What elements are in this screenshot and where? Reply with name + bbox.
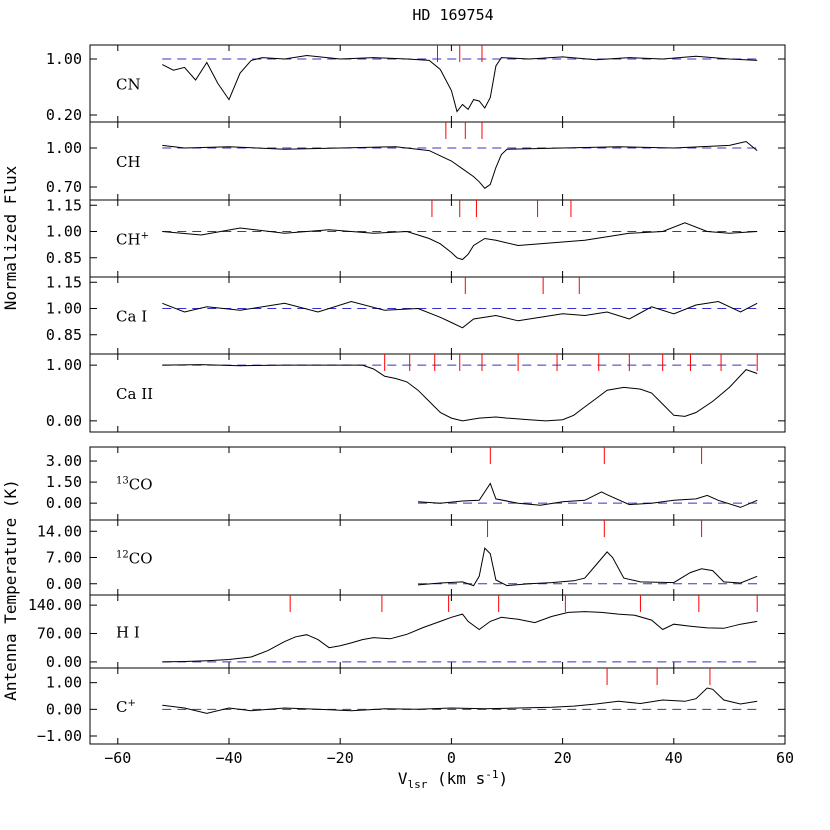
y-tick-label: 0.20 xyxy=(46,106,82,124)
y-tick-label: 1.00 xyxy=(46,674,82,692)
panel: 0.00 7.00 14.00 12CO xyxy=(37,519,786,596)
spectrum-line xyxy=(162,140,758,189)
spectrum-line xyxy=(162,611,758,663)
panel: −1.00 0.00 1.00 C+ xyxy=(37,667,786,745)
panels: 0.201.00CN0.701.00CH0.851.001.15CH+0.851… xyxy=(28,44,786,745)
spectrum-line xyxy=(162,364,758,422)
y-tick-label: 0.00 xyxy=(46,494,82,512)
chart-title: HD 169754 xyxy=(412,6,493,24)
panel: 0.20 1.00 CN xyxy=(46,44,786,124)
y-tick-label: 7.00 xyxy=(46,549,82,567)
panel: 0.70 1.00 CH xyxy=(46,121,786,201)
panel: 0.00 70.00 140.00 H I xyxy=(28,594,786,671)
y-tick-label: 0.85 xyxy=(46,326,82,344)
panel-label: CH+ xyxy=(116,231,149,249)
x-tick-label: −20 xyxy=(327,749,354,767)
x-axis-title-unit: (km s xyxy=(427,769,485,788)
spectrum-line xyxy=(417,482,758,508)
x-tick-label: 20 xyxy=(554,749,572,767)
label-superscript: + xyxy=(141,231,149,242)
panel-frame xyxy=(89,276,786,355)
y-tick-label: 1.00 xyxy=(46,356,82,374)
panel-frame xyxy=(89,594,786,669)
y-tick-label: 14.00 xyxy=(37,522,82,540)
panel-label: Ca I xyxy=(116,308,147,326)
x-tick-label: 40 xyxy=(665,749,683,767)
y-tick-label: 0.00 xyxy=(46,412,82,430)
panel-label: Ca II xyxy=(116,385,153,403)
panel-frame xyxy=(89,199,786,278)
panel: 0.00 1.00 Ca II xyxy=(46,353,786,433)
y-tick-label: 1.15 xyxy=(46,273,82,291)
y-tick-label: 0.85 xyxy=(46,249,82,267)
panel-label: 13CO xyxy=(116,476,153,494)
y-tick-label: −1.00 xyxy=(37,727,82,745)
x-tick-label: 0 xyxy=(447,749,456,767)
panel-frame xyxy=(89,121,786,201)
panel-frame xyxy=(89,667,786,745)
y-axis-title-normalized-flux: Normalized Flux xyxy=(1,165,20,310)
y-tick-label: 3.00 xyxy=(46,452,82,470)
panel-label: C+ xyxy=(116,698,136,716)
spectrum-line xyxy=(162,300,758,329)
panel-label: H I xyxy=(116,624,140,642)
y-tick-label: 1.00 xyxy=(46,139,82,157)
panel-frame xyxy=(89,353,786,433)
spectrum-line xyxy=(162,54,758,113)
x-tick-label: −40 xyxy=(215,749,242,767)
panel: 0.00 1.50 3.00 13CO xyxy=(46,446,786,521)
spectrum-line xyxy=(417,547,758,587)
panel-frame xyxy=(89,446,786,521)
x-tick-label: −60 xyxy=(104,749,131,767)
y-tick-label: 1.50 xyxy=(46,473,82,491)
panel: 0.85 1.00 1.15 CH+ xyxy=(46,196,786,278)
label-species: CO xyxy=(129,476,153,494)
y-tick-label: 0.70 xyxy=(46,178,82,196)
label-species: CH xyxy=(116,231,141,249)
x-axis: −60 −40 −20 0 20 40 60 xyxy=(104,749,794,767)
label-superscript: 13 xyxy=(116,476,129,487)
label-species: CO xyxy=(129,550,153,568)
x-axis-title-close: ) xyxy=(498,769,508,788)
x-axis-title-subscript: lsr xyxy=(408,778,428,791)
panel-label: 12CO xyxy=(116,550,153,568)
label-species: C xyxy=(116,698,127,716)
y-tick-label: 1.00 xyxy=(46,50,82,68)
y-tick-label: 1.00 xyxy=(46,300,82,318)
y-tick-label: 140.00 xyxy=(28,596,82,614)
panel: 0.85 1.00 1.15 Ca I xyxy=(46,273,786,355)
y-tick-label: 1.00 xyxy=(46,223,82,241)
label-superscript: + xyxy=(127,698,135,709)
x-tick-label: 60 xyxy=(776,749,794,767)
x-axis-title: Vlsr (km s-1) xyxy=(398,768,508,791)
y-tick-label: 0.00 xyxy=(46,700,82,718)
y-tick-label: 1.15 xyxy=(46,196,82,214)
panel-label: CH xyxy=(116,153,141,171)
x-axis-title-exponent: -1 xyxy=(485,768,498,781)
spectrum-line xyxy=(162,222,758,261)
y-tick-label: 70.00 xyxy=(37,625,82,643)
y-tick-label: 0.00 xyxy=(46,653,82,671)
panel-label: CN xyxy=(116,76,141,94)
spectrum-line xyxy=(162,687,758,714)
x-axis-title-symbol: V xyxy=(398,769,408,788)
y-tick-label: 0.00 xyxy=(46,575,82,593)
label-superscript: 12 xyxy=(116,550,129,561)
y-axis-title-antenna-temperature: Antenna Temperature (K) xyxy=(1,479,20,701)
